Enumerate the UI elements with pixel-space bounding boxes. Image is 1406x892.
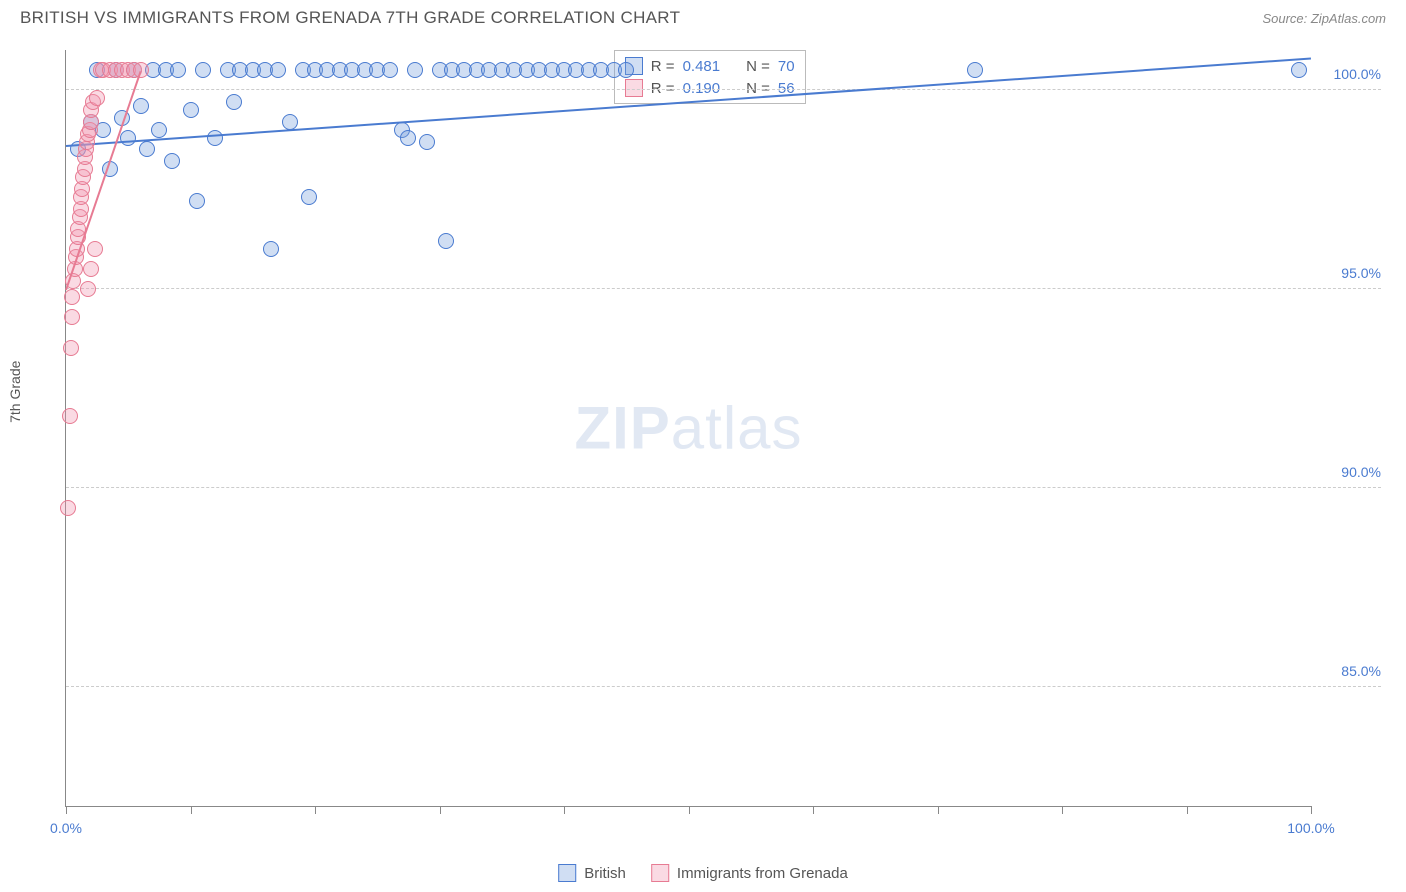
- stats-row: R = 0.481 N = 70: [625, 55, 795, 77]
- source-attribution: Source: ZipAtlas.com: [1262, 11, 1386, 26]
- scatter-point: [83, 261, 99, 277]
- x-tick-label: 0.0%: [50, 820, 82, 836]
- scatter-point: [419, 134, 435, 150]
- legend-swatch: [651, 864, 669, 882]
- scatter-point: [382, 62, 398, 78]
- x-tick: [191, 806, 192, 814]
- x-tick: [1187, 806, 1188, 814]
- x-tick-label: 100.0%: [1287, 820, 1334, 836]
- y-tick-label: 85.0%: [1321, 663, 1381, 679]
- scatter-point: [133, 62, 149, 78]
- scatter-point: [207, 130, 223, 146]
- scatter-point: [189, 193, 205, 209]
- scatter-point: [400, 130, 416, 146]
- scatter-point: [62, 408, 78, 424]
- scatter-point: [80, 281, 96, 297]
- scatter-point: [170, 62, 186, 78]
- scatter-point: [64, 309, 80, 325]
- x-tick: [1311, 806, 1312, 814]
- scatter-point: [89, 90, 105, 106]
- watermark: ZIPatlas: [574, 394, 802, 463]
- scatter-point: [183, 102, 199, 118]
- legend-swatch: [558, 864, 576, 882]
- scatter-point: [164, 153, 180, 169]
- scatter-point: [151, 122, 167, 138]
- x-tick: [564, 806, 565, 814]
- scatter-point: [967, 62, 983, 78]
- scatter-point: [120, 130, 136, 146]
- scatter-point: [438, 233, 454, 249]
- watermark-bold: ZIP: [574, 395, 670, 462]
- scatter-point: [1291, 62, 1307, 78]
- plot-area: ZIPatlas R =0.481N =70R =0.190N =56 85.0…: [65, 50, 1311, 807]
- chart-container: 7th Grade ZIPatlas R =0.481N =70R =0.190…: [20, 40, 1386, 852]
- scatter-point: [133, 98, 149, 114]
- scatter-point: [63, 340, 79, 356]
- watermark-light: atlas: [671, 395, 803, 462]
- gridline-horizontal: [66, 89, 1381, 90]
- legend: British Immigrants from Grenada: [558, 864, 848, 882]
- legend-label: British: [584, 865, 626, 882]
- r-label: R =: [651, 58, 675, 75]
- scatter-point: [87, 241, 103, 257]
- r-value: 0.481: [683, 58, 721, 75]
- scatter-point: [407, 62, 423, 78]
- scatter-point: [263, 241, 279, 257]
- x-tick: [315, 806, 316, 814]
- scatter-point: [618, 62, 634, 78]
- y-tick-label: 100.0%: [1321, 66, 1381, 82]
- scatter-point: [60, 500, 76, 516]
- scatter-point: [226, 94, 242, 110]
- x-tick: [689, 806, 690, 814]
- header: BRITISH VS IMMIGRANTS FROM GRENADA 7TH G…: [0, 0, 1406, 30]
- chart-title: BRITISH VS IMMIGRANTS FROM GRENADA 7TH G…: [20, 8, 680, 28]
- scatter-point: [270, 62, 286, 78]
- x-tick: [813, 806, 814, 814]
- scatter-point: [301, 189, 317, 205]
- x-tick: [1062, 806, 1063, 814]
- gridline-horizontal: [66, 487, 1381, 488]
- y-tick-label: 90.0%: [1321, 464, 1381, 480]
- scatter-point: [139, 141, 155, 157]
- x-tick: [66, 806, 67, 814]
- x-tick: [938, 806, 939, 814]
- legend-label: Immigrants from Grenada: [677, 865, 848, 882]
- legend-item: British: [558, 864, 626, 882]
- scatter-point: [195, 62, 211, 78]
- scatter-point: [64, 289, 80, 305]
- scatter-point: [282, 114, 298, 130]
- y-tick-label: 95.0%: [1321, 265, 1381, 281]
- legend-item: Immigrants from Grenada: [651, 864, 848, 882]
- gridline-horizontal: [66, 288, 1381, 289]
- x-tick: [440, 806, 441, 814]
- y-axis-label: 7th Grade: [7, 361, 23, 423]
- n-label: N =: [746, 58, 770, 75]
- gridline-horizontal: [66, 686, 1381, 687]
- n-value: 70: [778, 58, 795, 75]
